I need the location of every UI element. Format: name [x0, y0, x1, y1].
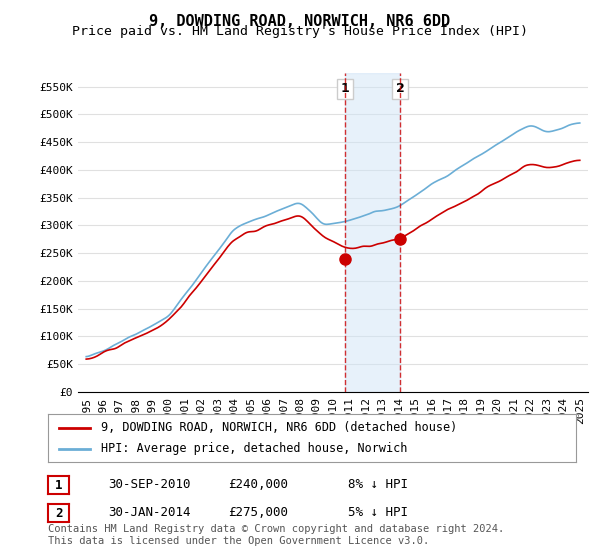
Text: 8% ↓ HPI: 8% ↓ HPI: [348, 478, 408, 491]
Text: 2: 2: [396, 82, 404, 95]
Text: 2: 2: [55, 507, 62, 520]
Text: Contains HM Land Registry data © Crown copyright and database right 2024.
This d: Contains HM Land Registry data © Crown c…: [48, 524, 504, 546]
Bar: [346, 73, 400, 392]
Text: HPI: Average price, detached house, Norwich: HPI: Average price, detached house, Norw…: [101, 442, 407, 455]
Text: £240,000: £240,000: [228, 478, 288, 491]
Text: 9, DOWDING ROAD, NORWICH, NR6 6DD (detached house): 9, DOWDING ROAD, NORWICH, NR6 6DD (detac…: [101, 421, 457, 434]
Text: 30-SEP-2010: 30-SEP-2010: [108, 478, 191, 491]
Text: 1: 1: [341, 82, 350, 95]
Text: £275,000: £275,000: [228, 506, 288, 519]
Text: Price paid vs. HM Land Registry's House Price Index (HPI): Price paid vs. HM Land Registry's House …: [72, 25, 528, 38]
Text: 30-JAN-2014: 30-JAN-2014: [108, 506, 191, 519]
Text: 1: 1: [55, 479, 62, 492]
Text: 9, DOWDING ROAD, NORWICH, NR6 6DD: 9, DOWDING ROAD, NORWICH, NR6 6DD: [149, 14, 451, 29]
Text: 5% ↓ HPI: 5% ↓ HPI: [348, 506, 408, 519]
